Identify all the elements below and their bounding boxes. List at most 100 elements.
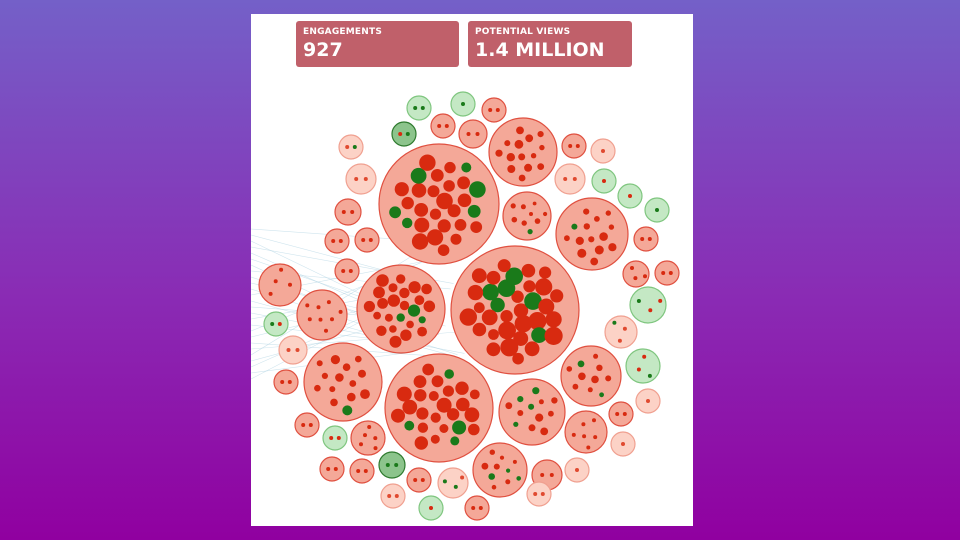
bubble-dot [507, 165, 516, 173]
bubble-dot [280, 380, 285, 384]
bubble-dot [273, 279, 278, 284]
bubble-dot [420, 478, 425, 482]
bubble-dot [578, 372, 586, 381]
bubble-dot [354, 177, 359, 181]
bubble-dot [287, 380, 292, 384]
bubble-dot [550, 289, 564, 303]
bubble-dot [447, 204, 461, 218]
bubble-dot [373, 446, 378, 451]
bubble-dot [572, 383, 579, 390]
bubble-dot [437, 244, 450, 256]
bubble-dot [330, 398, 338, 407]
bubble-dot [329, 386, 336, 393]
bubble-dot [545, 311, 562, 328]
bubble-cluster [622, 260, 650, 288]
bubble-cluster [273, 369, 299, 395]
bubble-dot [468, 423, 480, 436]
bubble-dot [511, 290, 524, 303]
bubble-visualization-panel: ENGAGEMENTS 927 POTENTIAL VIEWS 1.4 MILL… [251, 14, 693, 526]
bubble-dot [457, 176, 470, 190]
bubble-dot [577, 248, 587, 258]
bubble-cluster [338, 134, 364, 160]
bubble-dot [413, 106, 418, 110]
bubble-dot [529, 212, 533, 216]
bubble-dot [488, 473, 495, 480]
bubble-dot [318, 317, 323, 322]
bubble-dot [413, 478, 418, 482]
bubble-dot [450, 436, 460, 446]
bubble-dot [385, 463, 390, 467]
bubble-dot [612, 320, 617, 325]
bubble-dot [504, 140, 511, 147]
bubble-cluster [633, 226, 659, 252]
bubble-dot [279, 267, 284, 272]
potential-views-value: 1.4 MILLION [475, 39, 605, 61]
bubble-dot [387, 294, 400, 307]
bubble-dot [647, 373, 652, 378]
bubble-dot [514, 315, 532, 333]
bubble-dot [431, 375, 444, 388]
bubble-dot [459, 308, 477, 326]
bubble-dot [500, 310, 513, 323]
bubble-dot [517, 396, 524, 403]
bubble-dot [472, 322, 487, 337]
bubble-cluster [464, 495, 490, 521]
bubble-dot [593, 353, 599, 359]
bubble-dot [630, 266, 634, 270]
bubble-dot [648, 308, 653, 313]
bubble-dot [587, 387, 593, 393]
potential-views-card: POTENTIAL VIEWS 1.4 MILLION [468, 21, 632, 67]
potential-views-label: POTENTIAL VIEWS [475, 27, 571, 37]
bubble-cluster [278, 335, 308, 365]
bubble-dot [544, 326, 563, 345]
bubble-cluster [554, 163, 586, 195]
bubble-dot [429, 506, 433, 510]
bubble-dot [436, 192, 453, 210]
bubble-dot [384, 313, 393, 322]
bubble-dot [416, 407, 429, 420]
bubble-dot [583, 208, 590, 215]
bubble-dot [430, 412, 441, 423]
bubble-dot [326, 300, 331, 305]
bubble-dot [646, 399, 650, 403]
bubble-dot [414, 389, 427, 402]
bubble-dot [363, 469, 368, 473]
bubble-dot [376, 274, 389, 287]
bubble-dot [575, 236, 584, 245]
bubble-dot [549, 473, 554, 477]
bubble-dot [491, 484, 497, 490]
bubble-dot [430, 434, 440, 444]
bubble-cluster [296, 289, 348, 341]
bubble-dot [499, 455, 505, 460]
bubble-dot [330, 317, 334, 322]
bubble-dot [356, 469, 361, 473]
bubble-dot [469, 389, 480, 400]
bubble-cluster [625, 348, 661, 384]
bubble-dot [528, 403, 535, 410]
bubble-dot [399, 287, 410, 299]
bubble-dot [429, 208, 442, 220]
bubble-dot [314, 384, 321, 392]
bubble-dot [486, 342, 501, 357]
bubble-dot [524, 341, 540, 357]
bubble-dot [636, 367, 641, 372]
bubble-dot [367, 425, 372, 429]
bubble-dot [336, 436, 341, 440]
bubble-dot [363, 300, 375, 313]
bubble-dot [446, 408, 460, 421]
bubble-dot [582, 434, 587, 439]
bubble-dot [277, 322, 282, 326]
bubble-dot [505, 479, 511, 485]
bubble-cluster [654, 260, 680, 286]
bubble-cluster [481, 97, 507, 123]
bubble-dot [513, 303, 529, 318]
bubble-dot [394, 494, 399, 498]
bubble-dot [488, 329, 499, 340]
bubble-dot [521, 220, 527, 226]
bubble-dot [418, 316, 426, 324]
bubble-cluster [604, 315, 638, 349]
bubble-dot [586, 445, 591, 450]
bubble-dot [394, 463, 399, 467]
bubble-dot [575, 468, 579, 472]
bubble-dot [345, 145, 350, 149]
